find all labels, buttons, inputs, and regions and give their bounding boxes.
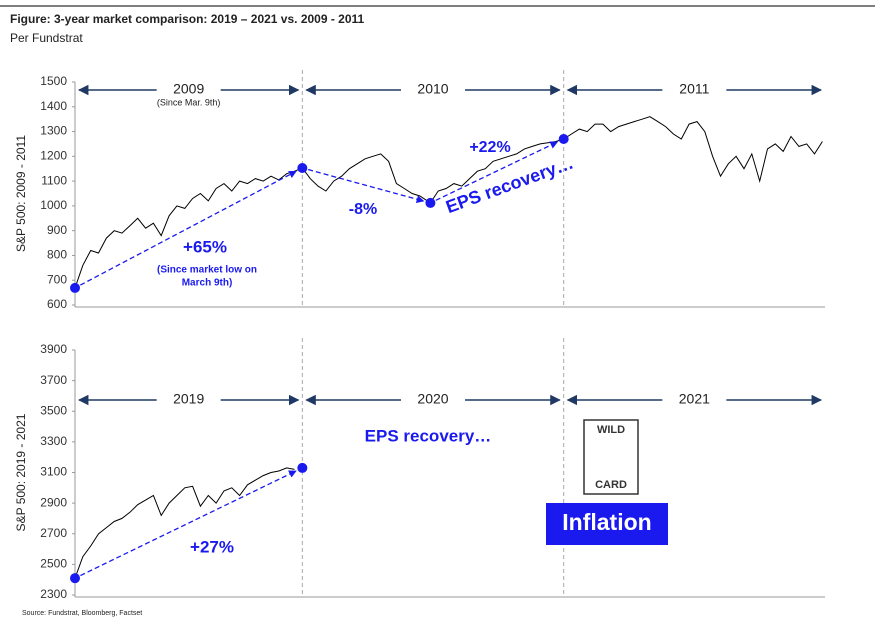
y-tick-label: 3700: [40, 373, 67, 387]
wild-card: [583, 419, 639, 495]
y-tick-label: 1200: [40, 149, 67, 163]
point: [297, 162, 308, 173]
y-axis-label: S&P 500: 2009 - 2011: [14, 135, 28, 252]
point: [70, 282, 80, 293]
period-label: 2021: [679, 391, 710, 407]
price-line: [74, 116, 823, 289]
y-tick-label: 1000: [40, 198, 67, 212]
annotation: +22%: [469, 139, 510, 156]
period-note: (Since Mar. 9th): [157, 97, 221, 107]
move-arrow: [80, 170, 297, 286]
point: [425, 197, 436, 208]
period-label: 2011: [679, 81, 709, 97]
y-tick-label: 2500: [40, 557, 67, 571]
annotation: -8%: [349, 201, 377, 218]
period-label: 2009: [173, 81, 204, 97]
move-arrow: [307, 168, 425, 203]
y-tick-label: 800: [47, 248, 67, 262]
inflation-label: Inflation: [562, 509, 651, 535]
annotation: EPS recovery…: [365, 426, 492, 445]
point: [558, 133, 569, 144]
y-axis-label: S&P 500: 2019 - 2021: [14, 413, 28, 531]
y-tick-label: 3300: [40, 434, 67, 448]
y-tick-label: 1400: [40, 99, 67, 113]
point: [70, 573, 80, 584]
source: Source: Fundstrat, Bloomberg, Factset: [22, 610, 142, 617]
y-tick-label: 3100: [40, 465, 67, 479]
inflation-box: [546, 503, 668, 545]
y-tick-label: 3900: [40, 342, 67, 356]
y-tick-label: 1500: [40, 74, 67, 88]
y-tick-label: 900: [47, 223, 67, 237]
annotation: +65%: [183, 237, 227, 256]
card-text: CARD: [595, 479, 627, 491]
y-tick-label: 2900: [40, 495, 67, 509]
period-label: 2020: [417, 391, 448, 407]
move-arrow: [435, 141, 559, 201]
annotation: March 9th): [182, 278, 233, 289]
y-tick-label: 1300: [40, 124, 67, 138]
annotation: +27%: [190, 537, 234, 556]
card-text: WILD: [597, 424, 625, 436]
price-line: [74, 467, 295, 579]
y-tick-label: 700: [47, 272, 67, 286]
period-label: 2019: [173, 391, 204, 407]
y-tick-label: 2300: [40, 587, 67, 601]
point: [297, 462, 308, 473]
subtitle: Per Fundstrat: [10, 31, 83, 45]
annotation: (Since market low on: [157, 265, 257, 276]
y-tick-label: 2700: [40, 526, 67, 540]
y-tick-label: 1100: [41, 173, 67, 187]
y-tick-label: 600: [47, 297, 67, 311]
title: Figure: 3-year market comparison: 2019 –…: [10, 12, 365, 26]
period-label: 2010: [417, 81, 448, 97]
y-tick-label: 3500: [40, 403, 67, 417]
